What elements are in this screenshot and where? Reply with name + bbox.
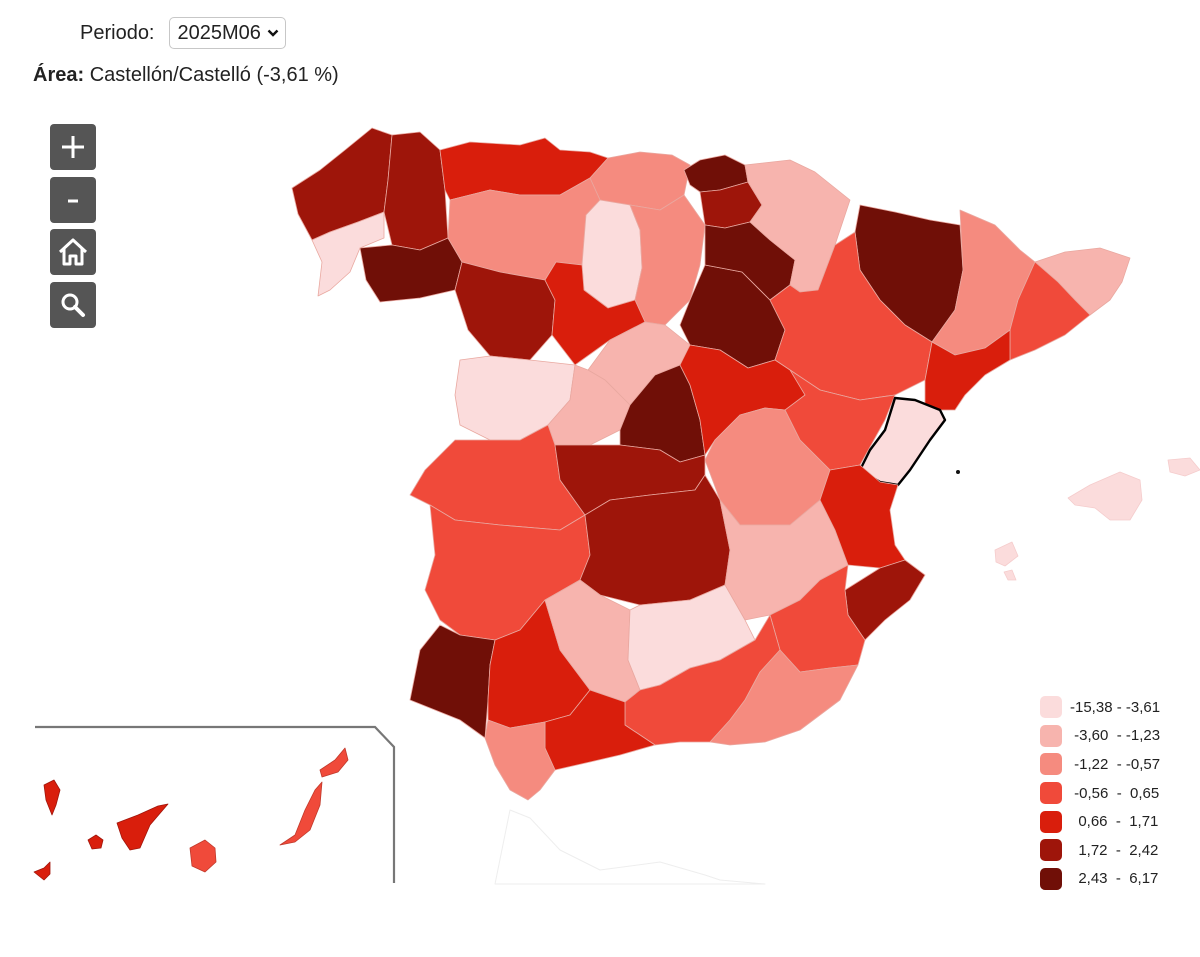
- region-palencia[interactable]: [581, 199, 643, 309]
- legend-label: -15,38 - -3,61: [1070, 698, 1161, 716]
- legend-item[interactable]: 1,72 - 2,42: [1040, 836, 1160, 865]
- period-value: 2025M06: [177, 21, 261, 44]
- search-icon: [61, 293, 85, 317]
- area-value: Castellón/Castelló (-3,61 %): [89, 64, 339, 86]
- region-huelva[interactable]: [409, 624, 496, 739]
- map-legend: -15,38 - -3,61 -3,60 - -1,23 -1,22 - -0,…: [1040, 693, 1160, 893]
- region-tenerife[interactable]: [116, 803, 169, 851]
- region-formentera[interactable]: [1003, 569, 1017, 581]
- region-tarragona[interactable]: [924, 329, 1011, 411]
- columbretes-dot: [956, 470, 960, 474]
- legend-swatch: [1040, 782, 1062, 805]
- region-lanzarote[interactable]: [319, 747, 349, 778]
- region-burgos[interactable]: [629, 194, 706, 326]
- region-menorca[interactable]: [1167, 457, 1200, 477]
- legend-label: 2,43 - 6,17: [1070, 870, 1159, 888]
- zoom-out-button[interactable]: [50, 177, 96, 223]
- region-la-gomera[interactable]: [87, 834, 104, 850]
- region-la-palma[interactable]: [43, 779, 61, 816]
- region-mallorca[interactable]: [1067, 471, 1143, 521]
- search-button[interactable]: [50, 282, 96, 328]
- chevron-down-icon: [267, 29, 279, 37]
- legend-swatch: [1040, 810, 1062, 833]
- region-zamora[interactable]: [454, 261, 556, 361]
- region-ibiza[interactable]: [994, 541, 1019, 567]
- legend-label: -1,22 - -0,57: [1070, 755, 1161, 773]
- region-el-hierro[interactable]: [33, 861, 51, 881]
- plus-icon: [62, 136, 84, 158]
- region-valencia[interactable]: [819, 464, 906, 569]
- legend-item[interactable]: 0,66 - 1,71: [1040, 807, 1160, 836]
- legend-label: 0,66 - 1,71: [1070, 813, 1159, 831]
- legend-label: -3,60 - -1,23: [1070, 727, 1161, 745]
- legend-label: -0,56 - 0,65: [1070, 784, 1160, 802]
- legend-label: 1,72 - 2,42: [1070, 841, 1159, 859]
- legend-swatch: [1040, 867, 1062, 890]
- legend-swatch: [1040, 753, 1062, 776]
- area-label: Área:: [33, 64, 85, 86]
- region-avila[interactable]: [547, 364, 631, 446]
- region-valladolid[interactable]: [544, 261, 646, 366]
- home-icon: [58, 238, 88, 266]
- legend-swatch: [1040, 696, 1062, 719]
- region-almeria[interactable]: [709, 649, 859, 746]
- legend-item[interactable]: 2,43 - 6,17: [1040, 865, 1160, 894]
- region-lugo[interactable]: [383, 131, 449, 251]
- legend-item[interactable]: -1,22 - -0,57: [1040, 750, 1160, 779]
- minus-icon: [68, 199, 78, 203]
- legend-item[interactable]: -0,56 - 0,65: [1040, 779, 1160, 808]
- north-africa-outline: [494, 809, 766, 885]
- period-select[interactable]: 2025M06: [168, 17, 286, 49]
- selected-area-info: Área: Castellón/Castelló (-3,61 %): [33, 64, 339, 87]
- region-castellon[interactable]: [858, 396, 947, 487]
- legend-swatch: [1040, 724, 1062, 747]
- canary-inset-frame: [35, 725, 396, 883]
- region-cadiz[interactable]: [484, 719, 556, 801]
- period-row: Periodo: 2025M06: [80, 17, 286, 49]
- region-gran-canaria[interactable]: [189, 839, 217, 873]
- legend-swatch: [1040, 839, 1062, 862]
- legend-item[interactable]: -15,38 - -3,61: [1040, 693, 1160, 722]
- region-fuerteventura[interactable]: [279, 781, 323, 846]
- home-button[interactable]: [50, 229, 96, 275]
- legend-item[interactable]: -3,60 - -1,23: [1040, 722, 1160, 751]
- zoom-in-button[interactable]: [50, 124, 96, 170]
- period-label: Periodo:: [80, 21, 155, 44]
